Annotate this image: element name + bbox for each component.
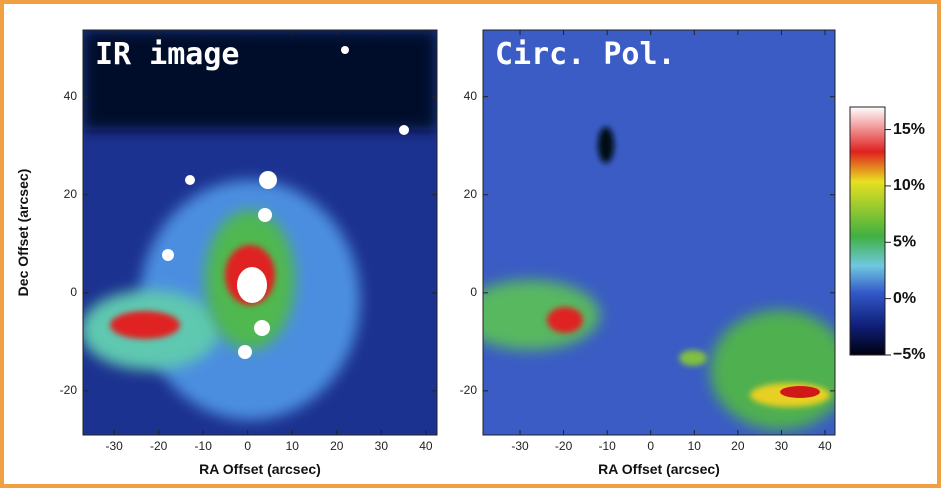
panel-title: Circ. Pol. xyxy=(495,37,676,72)
x-axis-label: RA Offset (arcsec) xyxy=(598,461,720,477)
y-tick-label: 20 xyxy=(464,187,478,201)
y-axis-label: Dec Offset (arcsec) xyxy=(15,169,31,297)
x-tick-label: -20 xyxy=(150,439,168,453)
colorbar-tick-label: 0% xyxy=(893,290,916,307)
colorbar-tick-label: 15% xyxy=(893,121,925,138)
ir-image xyxy=(80,30,437,435)
pol-image xyxy=(460,30,850,435)
page: {"chart_data": [ {"type": "image", "titl… xyxy=(0,0,941,488)
x-tick-label: 30 xyxy=(375,439,389,453)
x-axis-label: RA Offset (arcsec) xyxy=(199,461,321,477)
x-tick-label: 30 xyxy=(775,439,789,453)
y-tick-label: -20 xyxy=(60,383,78,397)
x-tick-label: 20 xyxy=(731,439,745,453)
x-tick-label: 10 xyxy=(688,439,702,453)
colorbar xyxy=(850,107,885,355)
figure: -30 -20 -10 0 10 20 30 40 -20 0 20 40 IR image RA Off… xyxy=(0,0,941,488)
colorbar-tick-label: 10% xyxy=(893,177,925,194)
x-tick-label: 40 xyxy=(818,439,832,453)
panel-title: IR image xyxy=(95,37,240,72)
x-tick-label: -10 xyxy=(598,439,616,453)
colorbar-tick-label: −5% xyxy=(893,346,925,363)
y-tick-label: 40 xyxy=(64,89,78,103)
y-tick-label: 0 xyxy=(70,285,77,299)
x-tick-label: -10 xyxy=(195,439,213,453)
y-tick-label: -20 xyxy=(460,383,478,397)
x-tick-label: 0 xyxy=(647,439,654,453)
y-tick-label: 20 xyxy=(64,187,78,201)
y-tick-label: 0 xyxy=(470,285,477,299)
x-tick-label: -20 xyxy=(555,439,573,453)
x-tick-label: 40 xyxy=(419,439,433,453)
x-tick-label: -30 xyxy=(511,439,529,453)
x-tick-label: 0 xyxy=(244,439,251,453)
x-tick-label: 20 xyxy=(330,439,344,453)
x-tick-label: 10 xyxy=(286,439,300,453)
y-tick-label: 40 xyxy=(464,89,478,103)
x-tick-label: -30 xyxy=(105,439,123,453)
colorbar-tick-label: 5% xyxy=(893,233,916,250)
